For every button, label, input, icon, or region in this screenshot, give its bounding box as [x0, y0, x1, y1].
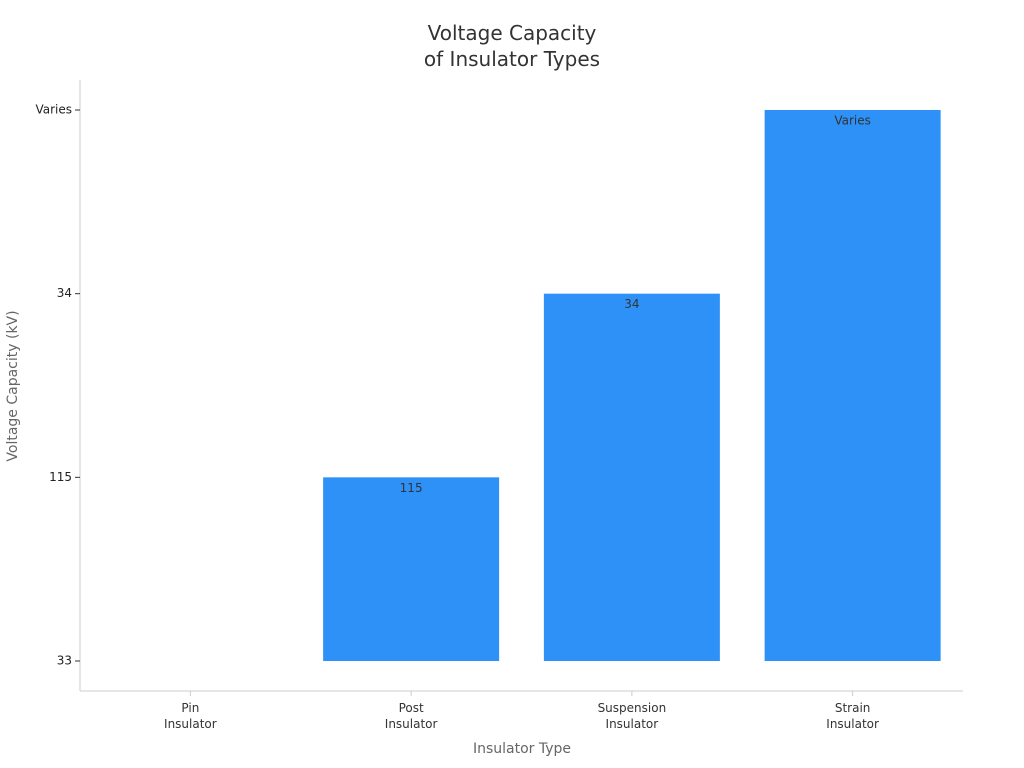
bar	[543, 293, 720, 661]
chart-title: Voltage Capacity of Insulator Types	[423, 21, 601, 71]
y-tick-label: 33	[57, 654, 72, 668]
x-tick-label: Post Insulator	[384, 701, 438, 731]
data-label: 115	[400, 481, 423, 495]
y-tick-label: 34	[57, 286, 72, 300]
data-label: 34	[624, 297, 639, 311]
y-axis-label: Voltage Capacity (kV)	[5, 310, 21, 461]
x-axis-label: Insulator Type	[472, 741, 572, 757]
bar	[323, 477, 500, 661]
y-tick-label: Varies	[35, 103, 72, 117]
x-tick-label: Pin Insulator	[164, 701, 217, 731]
x-tick-label: Strain Insulator	[826, 701, 879, 731]
x-tick-label: Suspension Insulator	[597, 701, 667, 731]
bar	[764, 110, 941, 661]
y-tick-label: 115	[49, 470, 72, 484]
data-label: Varies	[834, 114, 871, 128]
